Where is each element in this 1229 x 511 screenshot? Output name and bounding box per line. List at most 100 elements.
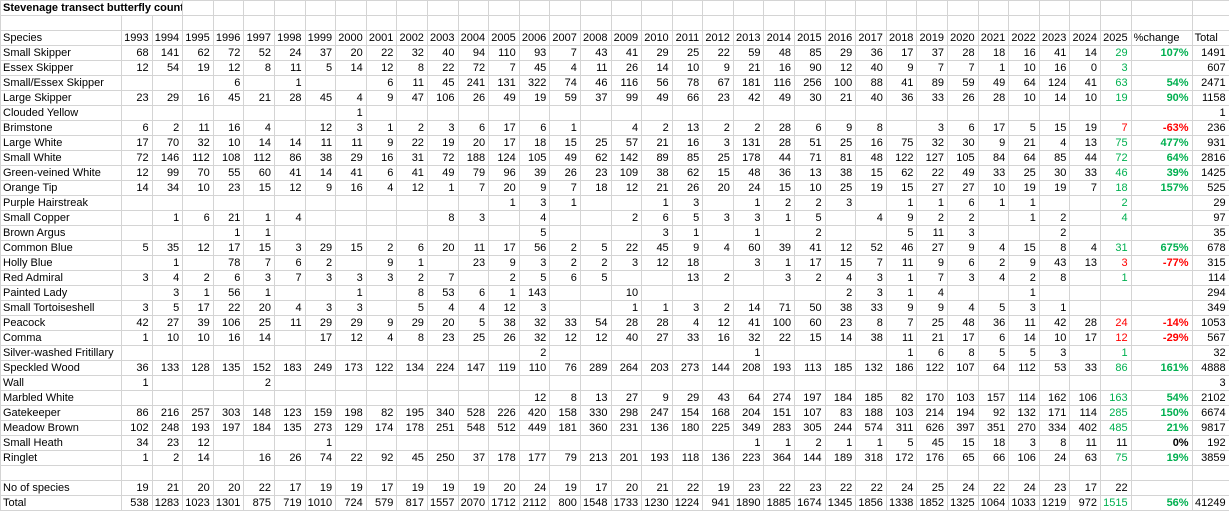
value-cell-1994[interactable]: 146: [151, 150, 184, 166]
blank-cell[interactable]: [1100, 465, 1132, 481]
value-cell-1996[interactable]: 45: [212, 90, 245, 106]
value-cell-2022[interactable]: 64: [1008, 150, 1040, 166]
total-cell[interactable]: 1425: [1191, 165, 1229, 181]
value-cell-2016[interactable]: 38: [824, 300, 857, 316]
species-name-cell[interactable]: Large White: [0, 135, 122, 151]
value-cell-2007[interactable]: 7: [549, 45, 581, 61]
value-cell-2012[interactable]: 20: [702, 180, 734, 196]
value-cell-2000[interactable]: 3: [335, 120, 367, 136]
value-cell-2017[interactable]: 1: [855, 435, 887, 451]
value-cell-1998[interactable]: 7: [273, 270, 306, 286]
pct-change-cell[interactable]: [1130, 210, 1193, 226]
species-name-cell[interactable]: Brown Argus: [0, 225, 122, 241]
value-cell-2002[interactable]: 195: [396, 405, 428, 421]
total-cell[interactable]: 41249: [1191, 495, 1229, 511]
blank-cell[interactable]: [426, 0, 459, 16]
col-header-year-2024[interactable]: 2024: [1069, 30, 1101, 46]
blank-cell[interactable]: [855, 465, 887, 481]
value-cell-1996[interactable]: 6: [212, 75, 245, 91]
value-cell-1996[interactable]: 10: [212, 135, 245, 151]
value-cell-2007[interactable]: 181: [549, 420, 581, 436]
value-cell-2010[interactable]: 27: [641, 330, 673, 346]
value-cell-2012[interactable]: 2: [702, 300, 734, 316]
value-cell-2008[interactable]: 213: [579, 450, 612, 466]
blank-cell[interactable]: [335, 0, 367, 16]
col-header-year-2019[interactable]: 2019: [916, 30, 949, 46]
value-cell-2022[interactable]: [1008, 105, 1040, 121]
pct-change-cell[interactable]: [1130, 300, 1193, 316]
value-cell-2016[interactable]: 185: [824, 360, 857, 376]
value-cell-2001[interactable]: [365, 300, 398, 316]
value-cell-1995[interactable]: 14: [182, 450, 214, 466]
value-cell-2009[interactable]: 12: [610, 180, 643, 196]
value-cell-1997[interactable]: 112: [243, 150, 275, 166]
value-cell-1993[interactable]: 538: [121, 495, 153, 511]
value-cell-2007[interactable]: 7: [549, 180, 581, 196]
blank-cell[interactable]: [641, 465, 673, 481]
value-cell-2010[interactable]: 29: [641, 45, 673, 61]
value-cell-2010[interactable]: 49: [641, 90, 673, 106]
value-cell-2021[interactable]: 66: [977, 450, 1010, 466]
value-cell-1999[interactable]: 3: [304, 270, 337, 286]
blank-cell[interactable]: [855, 15, 887, 31]
blank-cell[interactable]: [855, 0, 887, 16]
value-cell-2020[interactable]: 4: [947, 300, 979, 316]
value-cell-2004[interactable]: 19: [457, 480, 490, 496]
value-cell-2010[interactable]: 21: [641, 480, 673, 496]
sheet-title-cell[interactable]: Stevenage transect butterfly count: [0, 0, 184, 16]
value-cell-2001[interactable]: [365, 210, 398, 226]
value-cell-2014[interactable]: 49: [763, 90, 796, 106]
col-header-year-2013[interactable]: 2013: [732, 30, 765, 46]
value-cell-1994[interactable]: [151, 375, 184, 391]
value-cell-2008[interactable]: 13: [579, 390, 612, 406]
value-cell-1998[interactable]: 6: [273, 255, 306, 271]
value-cell-1996[interactable]: 16: [212, 330, 245, 346]
value-cell-2018[interactable]: 9: [885, 300, 918, 316]
value-cell-1996[interactable]: [212, 390, 245, 406]
value-cell-1999[interactable]: 45: [304, 90, 337, 106]
value-cell-1999[interactable]: 249: [304, 360, 337, 376]
value-cell-2002[interactable]: 29: [396, 315, 428, 331]
value-cell-2017[interactable]: 19: [855, 180, 887, 196]
species-name-cell[interactable]: Green-veined White: [0, 165, 122, 181]
value-cell-2010[interactable]: [641, 435, 673, 451]
value-cell-2003[interactable]: 22: [426, 60, 459, 76]
value-cell-2009[interactable]: 201: [610, 450, 643, 466]
blank-cell[interactable]: [947, 15, 979, 31]
value-cell-2011[interactable]: 78: [671, 75, 704, 91]
value-cell-2016[interactable]: 3: [824, 195, 857, 211]
value-cell-2009[interactable]: [610, 270, 643, 286]
value-cell-2025[interactable]: 24: [1100, 315, 1132, 331]
total-cell[interactable]: 29: [1191, 195, 1229, 211]
blank-cell[interactable]: [916, 15, 949, 31]
total-cell[interactable]: 525: [1191, 180, 1229, 196]
value-cell-1996[interactable]: 135: [212, 360, 245, 376]
blank-cell[interactable]: [1038, 465, 1071, 481]
blank-cell[interactable]: [1191, 0, 1229, 16]
value-cell-2006[interactable]: 3: [518, 300, 551, 316]
value-cell-2005[interactable]: 9: [488, 255, 520, 271]
value-cell-2023[interactable]: 8: [1038, 435, 1071, 451]
value-cell-1997[interactable]: 1: [243, 285, 275, 301]
value-cell-2011[interactable]: 18: [671, 255, 704, 271]
value-cell-2011[interactable]: [671, 285, 704, 301]
value-cell-1998[interactable]: 11: [273, 60, 306, 76]
value-cell-2019[interactable]: 27: [916, 240, 949, 256]
col-header-year-2014[interactable]: 2014: [763, 30, 796, 46]
value-cell-2011[interactable]: 62: [671, 165, 704, 181]
value-cell-2025[interactable]: 4: [1100, 210, 1132, 226]
value-cell-2004[interactable]: 6: [457, 120, 490, 136]
value-cell-2025[interactable]: [1100, 105, 1132, 121]
value-cell-2013[interactable]: 3: [732, 210, 765, 226]
value-cell-2001[interactable]: 22: [365, 45, 398, 61]
value-cell-2016[interactable]: 38: [824, 165, 857, 181]
value-cell-2021[interactable]: 9: [977, 135, 1010, 151]
species-name-cell[interactable]: Common Blue: [0, 240, 122, 256]
value-cell-1993[interactable]: 102: [121, 420, 153, 436]
value-cell-2000[interactable]: 12: [335, 330, 367, 346]
pct-change-cell[interactable]: [1130, 105, 1193, 121]
value-cell-2015[interactable]: 144: [794, 450, 826, 466]
value-cell-2016[interactable]: 4: [824, 270, 857, 286]
value-cell-1997[interactable]: 14: [243, 330, 275, 346]
value-cell-1996[interactable]: [212, 435, 245, 451]
